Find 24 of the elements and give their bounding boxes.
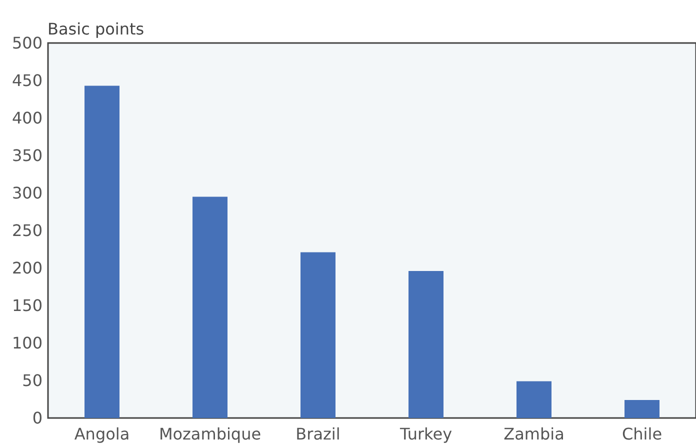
y-tick-label: 300 [12, 184, 42, 202]
bar [624, 400, 660, 418]
bar [408, 271, 444, 418]
x-tick-label: Mozambique [158, 424, 262, 444]
y-tick-label: 250 [12, 221, 42, 240]
y-axis-title: Basic points [48, 20, 144, 38]
y-tick-label: 200 [12, 258, 42, 278]
bar [84, 86, 120, 418]
y-tick-label: 500 [12, 34, 42, 52]
y-tick-label: 0 [32, 408, 42, 428]
bar [300, 252, 336, 418]
bar [516, 381, 552, 418]
x-tick-label: Brazil [296, 424, 340, 444]
y-tick-label: 400 [12, 108, 42, 128]
y-tick-label: 100 [12, 334, 42, 352]
y-tick-label: 50 [22, 371, 42, 390]
x-tick-label: Zambia [504, 424, 564, 444]
x-tick-label: Chile [622, 424, 662, 444]
y-tick-label: 150 [12, 296, 42, 315]
y-tick-label: 450 [12, 71, 42, 90]
x-tick-label: Turkey [398, 424, 452, 444]
y-tick-label: 350 [12, 146, 42, 165]
bar [192, 196, 228, 418]
x-tick-label: Angola [74, 424, 130, 444]
